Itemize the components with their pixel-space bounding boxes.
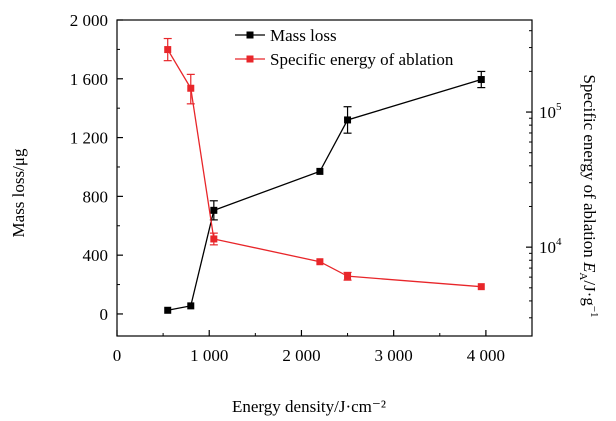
data-point bbox=[316, 258, 324, 266]
y-axis-label-right-sub: A bbox=[577, 272, 589, 280]
y-left-tick-label: 0 bbox=[100, 305, 109, 324]
series-specific-energy bbox=[163, 37, 485, 291]
legend-swatch-marker bbox=[246, 31, 254, 39]
data-point bbox=[187, 302, 195, 310]
x-tick-label: 3 000 bbox=[375, 346, 413, 365]
data-point bbox=[187, 84, 195, 92]
series-line bbox=[167, 49, 482, 288]
x-axis-label: Energy density/J·cm⁻² bbox=[232, 397, 386, 416]
series-line bbox=[167, 78, 482, 311]
axis-labels: Energy density/J·cm⁻² Mass loss/μg Speci… bbox=[9, 74, 600, 416]
y-axis-label-right-symbol: E bbox=[580, 261, 599, 273]
y-axis-label-right: Specific energy of ablation EA/J·g−1 bbox=[577, 74, 600, 317]
series-layer bbox=[163, 37, 486, 314]
legend-swatch-marker bbox=[246, 55, 254, 63]
x-tick-label: 1 000 bbox=[190, 346, 228, 365]
series-mass-loss bbox=[164, 70, 486, 314]
legend-label: Mass loss bbox=[270, 26, 337, 45]
y-left-tick-label: 1 200 bbox=[70, 129, 108, 148]
data-point bbox=[164, 46, 172, 54]
y-axis-label-left: Mass loss/μg bbox=[9, 148, 28, 237]
data-point bbox=[164, 306, 172, 314]
x-tick-label: 0 bbox=[113, 346, 122, 365]
y-left-tick-label: 800 bbox=[83, 187, 109, 206]
y-right-tick-label: 105 bbox=[539, 101, 562, 122]
data-point bbox=[210, 235, 218, 243]
data-point bbox=[344, 272, 352, 280]
x-tick-label: 4 000 bbox=[467, 346, 505, 365]
axes: 0 1 000 2 000 3 000 4 000 0 400 800 1 200 1 600 2 … bbox=[70, 11, 562, 365]
data-point bbox=[316, 167, 324, 175]
data-point bbox=[210, 206, 218, 214]
y-axis-label-right-main: Specific energy of ablation bbox=[580, 74, 599, 262]
y-axis-label-right-sup: −1 bbox=[588, 306, 600, 318]
data-point bbox=[477, 283, 485, 291]
y-right-tick-base: 10 bbox=[539, 238, 556, 257]
y-left-tick-label: 2 000 bbox=[70, 11, 108, 30]
y-axis-label-right-unit: /J·g bbox=[580, 280, 599, 306]
legend-item: Mass loss bbox=[235, 26, 337, 45]
y-right-tick-exp: 5 bbox=[556, 101, 562, 113]
legend-item: Specific energy of ablation bbox=[235, 50, 454, 69]
legend: Mass loss Specific energy of ablation bbox=[235, 26, 454, 69]
y-left-tick-label: 1 600 bbox=[70, 70, 108, 89]
y-right-tick-label: 104 bbox=[539, 236, 562, 257]
legend-label: Specific energy of ablation bbox=[270, 50, 454, 69]
data-point bbox=[344, 116, 352, 124]
data-point bbox=[477, 76, 485, 84]
x-tick-label: 2 000 bbox=[282, 346, 320, 365]
y-left-tick-label: 400 bbox=[83, 246, 109, 265]
y-right-tick-exp: 4 bbox=[556, 236, 562, 248]
plot-frame bbox=[116, 19, 533, 337]
y-right-tick-base: 10 bbox=[539, 103, 556, 122]
